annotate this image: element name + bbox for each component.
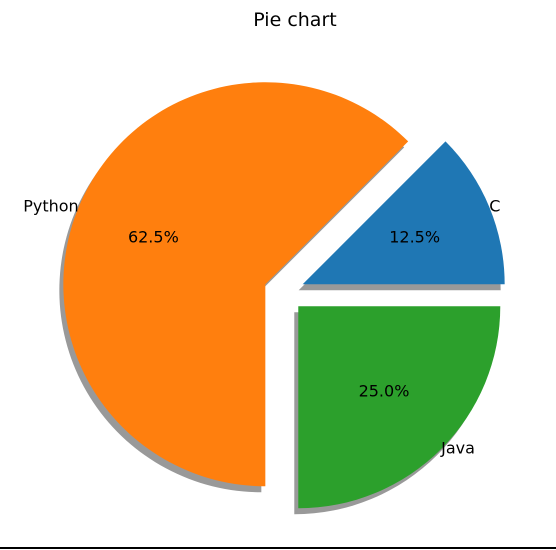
pie-slices (63, 82, 505, 509)
chart-title: Pie chart (253, 9, 336, 31)
slice-percent-python: 62.5% (128, 227, 179, 246)
bottom-border-line (0, 547, 556, 549)
slice-labels: C Python Java (23, 196, 500, 457)
slice-label-java: Java (440, 439, 475, 458)
slice-percent-c: 12.5% (389, 227, 440, 246)
slice-label-python: Python (23, 196, 78, 215)
pie-slice-java (298, 306, 501, 509)
slice-percent-labels: 12.5% 62.5% 25.0% (128, 227, 440, 400)
pie-slice-python (63, 82, 409, 487)
slice-label-c: C (489, 196, 500, 215)
pie-slice-c (302, 141, 505, 285)
slice-percent-java: 25.0% (359, 381, 410, 400)
